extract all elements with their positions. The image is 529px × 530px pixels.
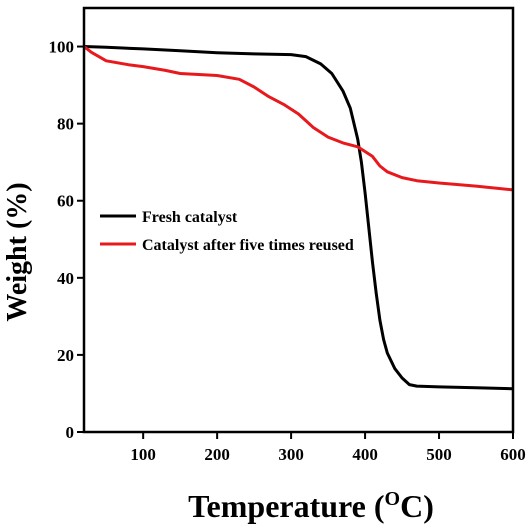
legend-label-reused: Catalyst after five times reused: [142, 237, 354, 254]
y-tick-label: 0: [66, 423, 75, 442]
x-tick-label: 500: [426, 445, 452, 464]
plot-frame: [82, 6, 515, 434]
x-tick-label: 300: [278, 445, 304, 464]
legend-label-fresh: Fresh catalyst: [142, 209, 238, 226]
y-tick-label: 60: [57, 192, 74, 211]
x-tick-label: 600: [500, 445, 526, 464]
x-tick-label: 400: [352, 445, 378, 464]
y-axis-title: Weight (%): [2, 182, 33, 321]
x-axis-title-main: Temperature (: [188, 488, 384, 524]
series-line-1: [83, 45, 514, 192]
x-axis-title-end: C): [400, 488, 434, 524]
x-axis-title: Temperature (OC): [188, 488, 434, 524]
x-tick-label: 200: [204, 445, 230, 464]
x-tick-label: 100: [130, 445, 156, 464]
y-tick-label: 80: [57, 115, 74, 134]
y-tick-label: 100: [49, 38, 75, 57]
plot-lines: [83, 45, 514, 391]
y-tick-label: 20: [57, 346, 74, 365]
x-axis-title-superscript: O: [385, 488, 401, 510]
axis-ticks: 100 200 300 400 500 600 0 20 40 60 80 100: [49, 38, 526, 464]
series-line-0: [83, 45, 514, 391]
legend: Fresh catalyst Catalyst after five times…: [100, 209, 354, 254]
y-tick-label: 40: [57, 269, 74, 288]
